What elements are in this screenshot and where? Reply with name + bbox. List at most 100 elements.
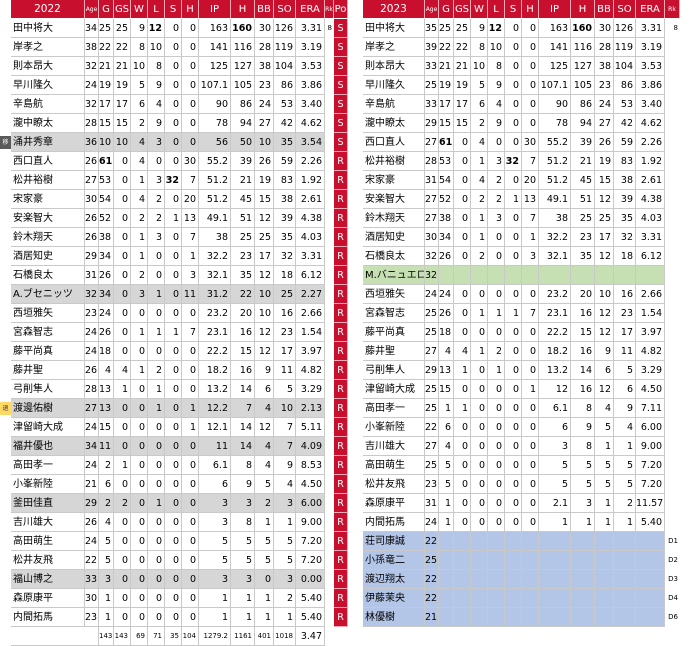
player-row[interactable]: 松井裕樹 28 53 0 1 3 32 7 51.2 21 19 83 1.92 — [363, 152, 680, 171]
player-row[interactable]: 鈴木翔天 26 38 0 1 3 0 7 38 25 25 35 4.03 R — [11, 228, 348, 247]
player-row[interactable]: 瀧中瞭太 29 15 15 2 9 0 0 78 94 27 42 4.62 — [363, 114, 680, 133]
player-row[interactable]: 瀧中瞭太 28 15 15 2 9 0 0 78 94 27 42 4.62 S — [11, 114, 348, 133]
player-row[interactable]: 小峯新陸 21 6 0 0 0 0 0 6 9 5 4 4.50 R — [11, 475, 348, 494]
stat-age: 34 — [85, 19, 99, 38]
stat-g: 10 — [99, 133, 114, 152]
player-row[interactable]: 弓削隼人 29 13 1 0 1 0 0 13.2 14 6 5 3.29 — [363, 361, 680, 380]
player-row[interactable]: 田中将大 34 25 25 9 12 0 0 163 160 30 126 3.31 8 S — [11, 19, 348, 38]
player-row[interactable]: 西口直人 26 61 0 4 0 0 30 55.2 39 26 59 2.26 R — [11, 152, 348, 171]
player-row[interactable]: 高田孝一 25 1 1 0 0 0 0 6.1 8 4 9 7.11 — [363, 399, 680, 418]
stat-h: 0 — [182, 494, 199, 513]
player-row[interactable]: 森原康平 31 1 0 0 0 0 0 2.1 3 1 2 11.57 — [363, 494, 680, 513]
player-row[interactable]: 岸孝之 39 22 22 8 10 0 0 141 116 28 119 3.19 — [363, 38, 680, 57]
player-row[interactable]: 鈴木翔天 27 38 0 1 3 0 7 38 25 25 35 4.03 — [363, 209, 680, 228]
player-row[interactable]: 石橋良太 32 26 0 2 0 0 3 32.1 35 12 18 6.12 — [363, 247, 680, 266]
position-badge: S — [334, 19, 348, 38]
player-row[interactable]: 福山博之 33 3 0 0 0 0 0 3 3 0 3 0.00 R — [11, 570, 348, 589]
player-row[interactable]: 西垣雅矢 23 24 0 0 0 0 0 23.2 20 10 16 2.66 R — [11, 304, 348, 323]
stat-s: 1 — [165, 209, 182, 228]
player-row[interactable]: 津留崎大成 24 15 0 0 0 0 1 12.1 14 12 7 5.11 R — [11, 418, 348, 437]
stat-age: 29 — [85, 494, 99, 513]
stat-g: 34 — [99, 285, 114, 304]
stat-so: 1 — [614, 437, 636, 456]
player-row[interactable]: 内間拓馬 23 1 0 0 0 0 0 1 1 1 1 5.40 R — [11, 608, 348, 627]
stat-hits: 94 — [231, 114, 255, 133]
player-row[interactable]: 藤平尚真 25 18 0 0 0 0 0 22.2 15 12 17 3.97 — [363, 323, 680, 342]
player-row[interactable]: 小孫竜二 25 D2 — [363, 551, 680, 570]
player-row[interactable]: 高田孝一 24 2 1 0 0 0 0 6.1 8 4 9 8.53 R — [11, 456, 348, 475]
player-row[interactable]: M.バニュエロス32 — [363, 266, 680, 285]
player-row[interactable]: 松井友飛 23 5 0 0 0 0 0 5 5 5 5 7.20 — [363, 475, 680, 494]
player-row[interactable]: 宋家豪 31 54 0 4 2 0 20 51.2 45 15 38 2.61 — [363, 171, 680, 190]
player-row[interactable]: 藤平尚真 24 18 0 0 0 0 0 22.2 15 12 17 3.97 R — [11, 342, 348, 361]
player-row[interactable]: 荘司康誠 22 D1 — [363, 532, 680, 551]
player-row[interactable]: 森原康平 30 1 0 0 0 0 0 1 1 1 2 5.40 R — [11, 589, 348, 608]
player-row[interactable]: 岸孝之 38 22 22 8 10 0 0 141 116 28 119 3.19 S — [11, 38, 348, 57]
player-row[interactable]: 酒居知史 30 34 0 1 0 0 1 32.2 23 17 32 3.31 — [363, 228, 680, 247]
player-row[interactable]: 安楽智大 26 52 0 2 2 1 13 49.1 51 12 39 4.38 R — [11, 209, 348, 228]
player-row[interactable]: 石橋良太 31 26 0 2 0 0 3 32.1 35 12 18 6.12 R — [11, 266, 348, 285]
stat-age: 25 — [425, 76, 439, 95]
player-row[interactable]: 辛島航 33 17 17 6 4 0 0 90 86 24 53 3.40 — [363, 95, 680, 114]
stat-rank — [325, 361, 334, 380]
stat-s: 0 — [505, 456, 522, 475]
player-row[interactable]: 松井裕樹 27 53 0 1 3 32 7 51.2 21 19 83 1.92 R — [11, 171, 348, 190]
stat-h: 7 — [522, 152, 539, 171]
player-row[interactable]: 宋家豪 30 54 0 4 2 0 20 51.2 45 15 38 2.61 R — [11, 190, 348, 209]
player-row[interactable]: 宮森智志 25 26 0 1 1 1 7 23.1 16 12 23 1.54 — [363, 304, 680, 323]
stat-g: 21 — [99, 57, 114, 76]
player-row[interactable]: 渡邊佑樹 27 13 0 0 1 0 1 12.2 7 4 10 2.13 R — [11, 399, 348, 418]
player-row[interactable]: 弓削隼人 28 13 1 0 1 0 0 13.2 14 6 5 3.29 R — [11, 380, 348, 399]
player-row[interactable]: 辛島航 32 17 17 6 4 0 0 90 86 24 53 3.40 S — [11, 95, 348, 114]
player-row[interactable]: 藤井聖 26 4 4 1 2 0 0 18.2 16 9 11 4.82 R — [11, 361, 348, 380]
stat-l: 9 — [148, 114, 165, 133]
player-row[interactable]: 津留崎大成 25 15 0 0 0 0 1 12 16 12 6 4.50 — [363, 380, 680, 399]
player-row[interactable]: 吉川雄大 26 4 0 0 0 0 0 3 8 1 1 9.00 R — [11, 513, 348, 532]
player-row[interactable]: 伊藤茉央 22 D4 — [363, 589, 680, 608]
player-row[interactable]: 宮森智志 24 26 0 1 1 1 7 23.1 16 12 23 1.54 R — [11, 323, 348, 342]
player-row[interactable]: 涌井秀章 36 10 10 4 3 0 0 56 50 10 35 3.54 S — [11, 133, 348, 152]
player-row[interactable]: 藤井聖 27 4 4 1 2 0 0 18.2 16 9 11 4.82 — [363, 342, 680, 361]
stat-ip: 125 — [199, 57, 231, 76]
stat-rank — [665, 228, 680, 247]
player-row[interactable]: 酒居知史 29 34 0 1 0 0 1 32.2 23 17 32 3.31 R — [11, 247, 348, 266]
stat-ip: 55.2 — [199, 152, 231, 171]
stat-bb: 23 — [255, 76, 274, 95]
stat-h: 13 — [182, 209, 199, 228]
player-row[interactable]: 早川隆久 24 19 19 5 9 0 0 107.1 105 23 86 3.86 S — [11, 76, 348, 95]
player-row[interactable]: A.ブセニッツ 32 34 0 3 1 0 11 31.2 22 10 25 2.27 R — [11, 285, 348, 304]
player-row[interactable]: 高田萌生 25 5 0 0 0 0 0 5 5 5 5 7.20 — [363, 456, 680, 475]
position-badge: R — [334, 380, 348, 399]
player-row[interactable]: 釜田佳直 29 2 2 0 1 0 0 3 3 2 3 6.00 R — [11, 494, 348, 513]
player-row[interactable]: 早川隆久 25 19 19 5 9 0 0 107.1 105 23 86 3.86 — [363, 76, 680, 95]
stat-rank — [665, 304, 680, 323]
player-row[interactable]: 林優樹 21 D6 — [363, 608, 680, 627]
player-row[interactable]: 小峯新陸 22 6 0 0 0 0 0 6 9 5 4 6.00 — [363, 418, 680, 437]
stat-hits: 16 — [571, 304, 595, 323]
player-row[interactable]: 則本昂大 33 21 21 10 8 0 0 125 127 38 104 3.53 — [363, 57, 680, 76]
player-row[interactable]: 西口直人 27 61 0 4 0 0 30 55.2 39 26 59 2.26 — [363, 133, 680, 152]
player-row[interactable]: 安楽智大 27 52 0 2 2 1 13 49.1 51 12 39 4.38 — [363, 190, 680, 209]
player-row[interactable]: 渡辺翔太 22 D3 — [363, 570, 680, 589]
stat-era: 7.11 — [636, 399, 665, 418]
player-row[interactable]: 松井友飛 22 5 0 0 0 0 0 5 5 5 5 7.20 R — [11, 551, 348, 570]
stat-gs: 0 — [454, 323, 471, 342]
player-row[interactable]: 田中将大 35 25 25 9 12 0 0 163 160 30 126 3.31 8 — [363, 19, 680, 38]
player-row[interactable]: 福井優也 34 11 0 0 0 0 0 11 14 4 7 4.09 R — [11, 437, 348, 456]
stat-so: 35 — [274, 228, 296, 247]
player-row[interactable]: 吉川雄大 27 4 0 0 0 0 0 3 8 1 1 9.00 — [363, 437, 680, 456]
stat-hits — [571, 532, 595, 551]
stat-bb: 10 — [255, 285, 274, 304]
stat-gs — [454, 608, 471, 627]
player-name: 高田孝一 — [363, 399, 425, 418]
player-row[interactable]: 高田萌生 24 5 0 0 0 0 0 5 5 5 5 7.20 R — [11, 532, 348, 551]
player-row[interactable]: 西垣雅矢 24 24 0 0 0 0 0 23.2 20 10 16 2.66 — [363, 285, 680, 304]
total-bb: 401 — [255, 627, 274, 646]
stat-so: 59 — [274, 152, 296, 171]
stat-w: 2 — [471, 190, 488, 209]
stat-gs: 0 — [114, 437, 131, 456]
stat-g: 18 — [439, 323, 454, 342]
player-row[interactable]: 則本昂大 32 21 21 10 8 0 0 125 127 38 104 3.53 S — [11, 57, 348, 76]
player-row[interactable]: 内間拓馬 24 1 0 0 0 0 0 1 1 1 1 5.40 — [363, 513, 680, 532]
stat-h: 3 — [182, 266, 199, 285]
